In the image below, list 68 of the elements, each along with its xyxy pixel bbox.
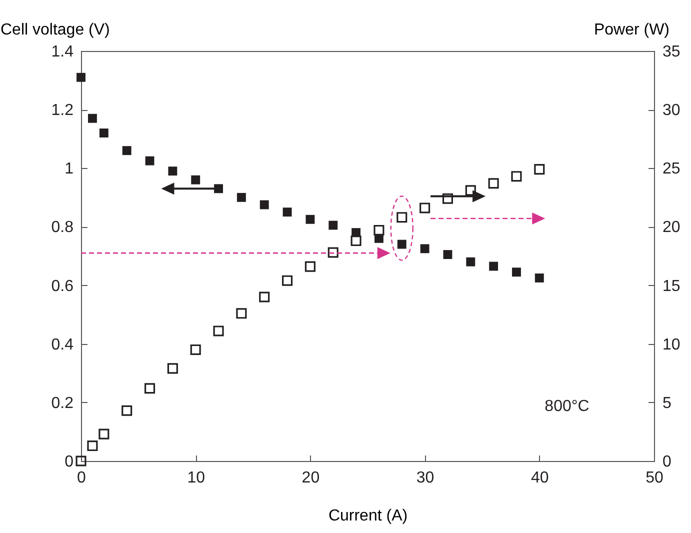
- y-tick-label: 1.4: [51, 44, 74, 60]
- point: [442, 193, 453, 204]
- point: [214, 184, 223, 194]
- y-tick-label: 0.4: [51, 336, 74, 354]
- y2-tick-label: 30: [662, 102, 680, 120]
- y2-axis-title: Power (W): [594, 22, 670, 38]
- y-axis-title: Cell voltage (V): [0, 22, 110, 38]
- point: [466, 257, 476, 266]
- point: [282, 275, 293, 286]
- point: [236, 192, 246, 202]
- y-tick-label: 0.2: [51, 394, 74, 412]
- point: [534, 164, 545, 175]
- point: [144, 383, 156, 394]
- point: [190, 344, 201, 355]
- point: [488, 178, 499, 189]
- point: [420, 244, 430, 254]
- x-tick-label: 30: [416, 470, 434, 486]
- point: [443, 250, 452, 260]
- point: [145, 156, 154, 166]
- point: [511, 171, 522, 182]
- point: [87, 440, 98, 452]
- point: [122, 146, 132, 156]
- point: [304, 261, 316, 272]
- point: [88, 114, 97, 123]
- point: [396, 212, 408, 223]
- point: [168, 166, 178, 176]
- point: [282, 208, 292, 217]
- y2-tick-label: 0: [662, 454, 672, 470]
- point: [374, 224, 384, 236]
- annotation: 800°C: [544, 398, 590, 415]
- y-tick-label: 1.2: [51, 102, 74, 120]
- point: [98, 428, 110, 440]
- y-tick-label: 0.6: [51, 278, 74, 295]
- point: [236, 308, 247, 319]
- y2-tick-label: 25: [662, 160, 680, 178]
- x-tick-label: 0: [77, 470, 86, 486]
- point: [397, 240, 406, 249]
- point: [489, 262, 498, 271]
- y-tick-label: 0.8: [51, 219, 74, 236]
- x-tick-label: 40: [531, 470, 549, 486]
- point: [465, 185, 476, 196]
- x-tick-label: 10: [187, 470, 206, 486]
- point: [328, 247, 338, 258]
- y2-tick-label: 10: [662, 336, 680, 354]
- x-tick-label: 20: [302, 470, 320, 486]
- y-tick-label: 1: [64, 160, 74, 178]
- point: [167, 363, 178, 374]
- x-tick-label: 50: [646, 470, 664, 486]
- x-axis-title: Current (A): [328, 508, 408, 524]
- point: [350, 236, 362, 246]
- point: [306, 214, 315, 224]
- point: [122, 405, 132, 416]
- point: [213, 326, 224, 336]
- point: [99, 128, 108, 138]
- point: [512, 268, 521, 277]
- point: [191, 175, 200, 184]
- y2-tick-label: 20: [662, 219, 680, 236]
- point: [260, 200, 269, 210]
- point: [76, 456, 86, 466]
- point: [259, 292, 270, 302]
- point: [534, 273, 544, 282]
- point: [420, 202, 430, 214]
- y2-tick-label: 5: [662, 394, 672, 412]
- point: [328, 220, 338, 230]
- y-tick-label: 0: [64, 454, 74, 470]
- y2-tick-label: 35: [662, 44, 680, 60]
- point: [76, 72, 86, 82]
- y2-tick-label: 15: [662, 278, 680, 295]
